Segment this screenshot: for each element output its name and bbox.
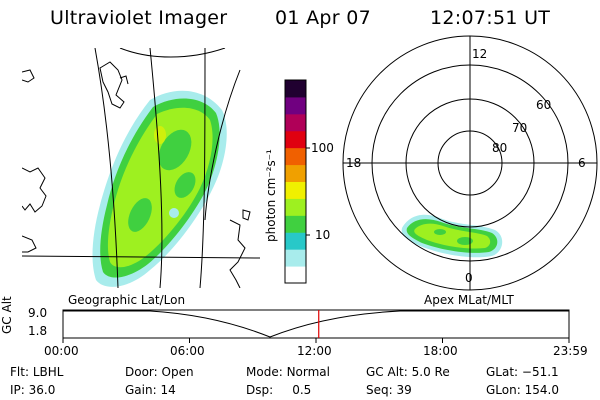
timeline-xtick-1: 06:00 (170, 344, 205, 358)
timeline-xtick-4: 23:59 (553, 344, 588, 358)
mlt-label-18: 18 (346, 156, 362, 170)
mlt-label-0: 0 (465, 271, 473, 285)
info-seq: Seq: 39 (366, 383, 412, 397)
info-gain: Gain: 14 (125, 383, 176, 397)
colorbar-swatch (285, 113, 306, 132)
timeline-axis-label: GC Alt (0, 296, 14, 334)
info-door: Door: Open (125, 365, 194, 379)
colorbar-swatch (285, 249, 306, 267)
lat-lon-grid (22, 48, 260, 288)
mlt-label-6: 6 (578, 156, 586, 170)
colorbar-swatch (285, 147, 306, 166)
colorbar-tick-10: 10 (315, 228, 331, 242)
colorbar-swatch (285, 181, 306, 199)
instrument-title: Ultraviolet Imager (50, 7, 228, 29)
info-mode: Mode: Normal (246, 365, 330, 379)
apex-label: Apex MLat/MLT (424, 293, 514, 307)
date-label: 01 Apr 07 (275, 7, 372, 29)
colorbar-swatch (285, 215, 306, 233)
timeline-xtick-0: 00:00 (44, 344, 79, 358)
info-glon: GLon: 154.0 (486, 383, 559, 397)
time-label: 12:07:51 UT (430, 7, 551, 29)
timeline-xtick-2: 12:00 (297, 344, 332, 358)
colorbar-swatch (285, 96, 306, 115)
geographic-label: Geographic Lat/Lon (68, 293, 186, 307)
aurora-emission-geographic (92, 90, 227, 287)
altitude-timeline (62, 309, 570, 343)
mlt-label-12: 12 (472, 47, 488, 61)
timeline-ytick-bottom: 1.8 (28, 324, 48, 338)
aurora-emission-polar (401, 214, 503, 258)
info-flt: Flt: LBHL (10, 365, 64, 379)
colorbar-swatch (285, 80, 306, 98)
info-dsp: Dsp: 0.5 (246, 383, 312, 397)
colorbar-tick-100: 100 (311, 141, 334, 155)
lat-label-70: 70 (512, 121, 528, 135)
info-gc-alt: GC Alt: 5.0 Re (366, 365, 450, 379)
coastlines (22, 61, 251, 288)
info-ip: IP: 36.0 (10, 383, 56, 397)
colorbar-swatch (285, 232, 306, 250)
lat-label-80: 80 (492, 141, 508, 155)
colorbar-swatch (285, 130, 306, 149)
colorbar-unit-label: photon cm⁻²s⁻¹ (264, 149, 278, 242)
colorbar-swatch (285, 164, 306, 182)
colorbar-swatch (285, 266, 306, 284)
geographic-map (22, 48, 260, 288)
timeline-ytick-top: 9.0 (28, 306, 48, 320)
polar-plot (342, 35, 598, 291)
colorbar (284, 79, 310, 284)
info-glat: GLat: −51.1 (486, 365, 559, 379)
lat-label-60: 60 (536, 98, 552, 112)
colorbar-swatch (285, 198, 306, 216)
timeline-xtick-3: 18:00 (423, 344, 458, 358)
